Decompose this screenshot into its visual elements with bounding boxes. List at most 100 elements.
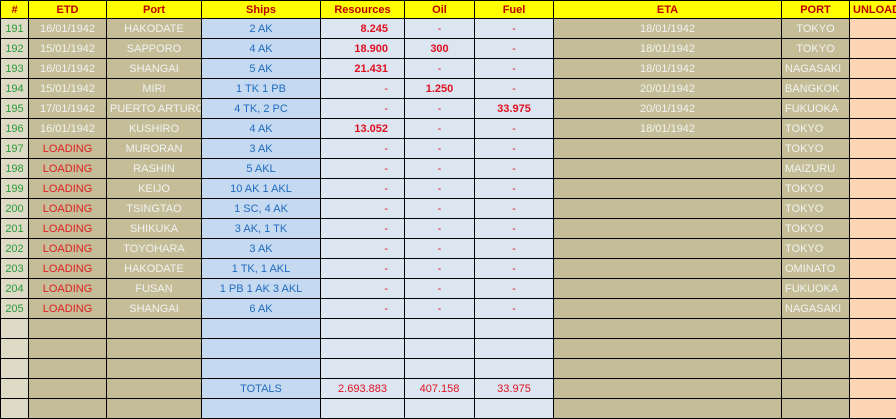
fuel-cell[interactable] (475, 319, 554, 339)
resources-cell[interactable]: 13.052 (321, 119, 405, 139)
oil-cell[interactable] (405, 319, 475, 339)
port-cell[interactable]: KUSHIRO (107, 119, 202, 139)
etd-cell[interactable] (29, 379, 107, 399)
resources-cell[interactable]: 8.245 (321, 19, 405, 39)
row-number-cell[interactable]: 198 (1, 159, 29, 179)
port-cell[interactable] (107, 339, 202, 359)
etd-cell[interactable]: LOADING (29, 299, 107, 319)
row-number-cell[interactable]: 193 (1, 59, 29, 79)
fuel-cell[interactable]: - (475, 39, 554, 59)
port-cell[interactable]: RASHIN (107, 159, 202, 179)
etd-cell[interactable]: 16/01/1942 (29, 19, 107, 39)
eta-cell[interactable] (554, 219, 782, 239)
resources-cell[interactable]: - (321, 279, 405, 299)
etd-cell[interactable] (29, 339, 107, 359)
row-number-cell[interactable] (1, 339, 29, 359)
port-cell[interactable]: SHIKUKA (107, 219, 202, 239)
resources-cell[interactable]: 2.693.883 (321, 379, 405, 399)
header-port[interactable]: Port (107, 1, 202, 19)
destination-port-cell[interactable]: TOKYO (782, 39, 850, 59)
resources-cell[interactable]: 18.900 (321, 39, 405, 59)
destination-port-cell[interactable]: TOKYO (782, 219, 850, 239)
eta-cell[interactable]: 18/01/1942 (554, 19, 782, 39)
header-resources[interactable]: Resources (321, 1, 405, 19)
ships-cell[interactable]: 4 AK (202, 39, 321, 59)
port-cell[interactable]: SAPPORO (107, 39, 202, 59)
fuel-cell[interactable]: - (475, 199, 554, 219)
etd-cell[interactable]: 16/01/1942 (29, 119, 107, 139)
port-cell[interactable] (107, 319, 202, 339)
row-number-cell[interactable]: 204 (1, 279, 29, 299)
etd-cell[interactable]: LOADING (29, 279, 107, 299)
destination-port-cell[interactable]: NAGASAKI (782, 299, 850, 319)
fuel-cell[interactable] (475, 359, 554, 379)
resources-cell[interactable]: - (321, 299, 405, 319)
etd-cell[interactable]: LOADING (29, 259, 107, 279)
oil-cell[interactable]: - (405, 199, 475, 219)
eta-cell[interactable] (554, 259, 782, 279)
etd-cell[interactable]: LOADING (29, 159, 107, 179)
ships-cell[interactable]: 4 AK (202, 119, 321, 139)
unload-cell[interactable] (850, 159, 896, 179)
eta-cell[interactable]: 18/01/1942 (554, 119, 782, 139)
eta-cell[interactable] (554, 399, 782, 419)
fuel-cell[interactable]: - (475, 59, 554, 79)
row-number-cell[interactable]: 194 (1, 79, 29, 99)
ships-cell[interactable]: 4 TK, 2 PC (202, 99, 321, 119)
fuel-cell[interactable] (475, 399, 554, 419)
fuel-cell[interactable]: 33.975 (475, 379, 554, 399)
row-number-cell[interactable]: 203 (1, 259, 29, 279)
fuel-cell[interactable]: - (475, 19, 554, 39)
fuel-cell[interactable]: - (475, 239, 554, 259)
oil-cell[interactable] (405, 399, 475, 419)
port-cell[interactable]: MURORAN (107, 139, 202, 159)
ships-cell[interactable]: 3 AK, 1 TK (202, 219, 321, 239)
ships-cell[interactable]: 6 AK (202, 299, 321, 319)
fuel-cell[interactable] (475, 339, 554, 359)
unload-cell[interactable] (850, 339, 896, 359)
oil-cell[interactable]: 300 (405, 39, 475, 59)
ships-cell[interactable]: 3 AK (202, 239, 321, 259)
oil-cell[interactable]: - (405, 179, 475, 199)
port-cell[interactable]: KEIJO (107, 179, 202, 199)
destination-port-cell[interactable]: TOKYO (782, 119, 850, 139)
unload-cell[interactable] (850, 99, 896, 119)
unload-cell[interactable] (850, 199, 896, 219)
unload-cell[interactable] (850, 119, 896, 139)
oil-cell[interactable] (405, 339, 475, 359)
row-number-cell[interactable]: 197 (1, 139, 29, 159)
header-fuel[interactable]: Fuel (475, 1, 554, 19)
resources-cell[interactable]: - (321, 239, 405, 259)
port-cell[interactable]: SHANGAI (107, 299, 202, 319)
row-number-cell[interactable]: 201 (1, 219, 29, 239)
unload-cell[interactable] (850, 259, 896, 279)
unload-cell[interactable] (850, 379, 896, 399)
oil-cell[interactable]: - (405, 259, 475, 279)
header-number[interactable]: # (1, 1, 29, 19)
unload-cell[interactable] (850, 239, 896, 259)
fuel-cell[interactable]: 33.975 (475, 99, 554, 119)
unload-cell[interactable] (850, 139, 896, 159)
unload-cell[interactable] (850, 319, 896, 339)
fuel-cell[interactable]: - (475, 139, 554, 159)
eta-cell[interactable]: 20/01/1942 (554, 99, 782, 119)
destination-port-cell[interactable]: BANGKOK (782, 79, 850, 99)
oil-cell[interactable]: - (405, 119, 475, 139)
fuel-cell[interactable]: - (475, 279, 554, 299)
oil-cell[interactable]: - (405, 99, 475, 119)
header-eta[interactable]: ETA (554, 1, 782, 19)
header-oil[interactable]: Oil (405, 1, 475, 19)
ships-cell[interactable]: 3 AK (202, 139, 321, 159)
eta-cell[interactable] (554, 359, 782, 379)
eta-cell[interactable]: 18/01/1942 (554, 59, 782, 79)
ships-cell[interactable]: 10 AK 1 AKL (202, 179, 321, 199)
eta-cell[interactable] (554, 339, 782, 359)
destination-port-cell[interactable]: TOKYO (782, 199, 850, 219)
fuel-cell[interactable]: - (475, 179, 554, 199)
unload-cell[interactable] (850, 399, 896, 419)
ships-cell[interactable]: 1 TK, 1 AKL (202, 259, 321, 279)
destination-port-cell[interactable]: TOKYO (782, 239, 850, 259)
oil-cell[interactable]: - (405, 219, 475, 239)
resources-cell[interactable] (321, 319, 405, 339)
port-cell[interactable]: SHANGAI (107, 59, 202, 79)
